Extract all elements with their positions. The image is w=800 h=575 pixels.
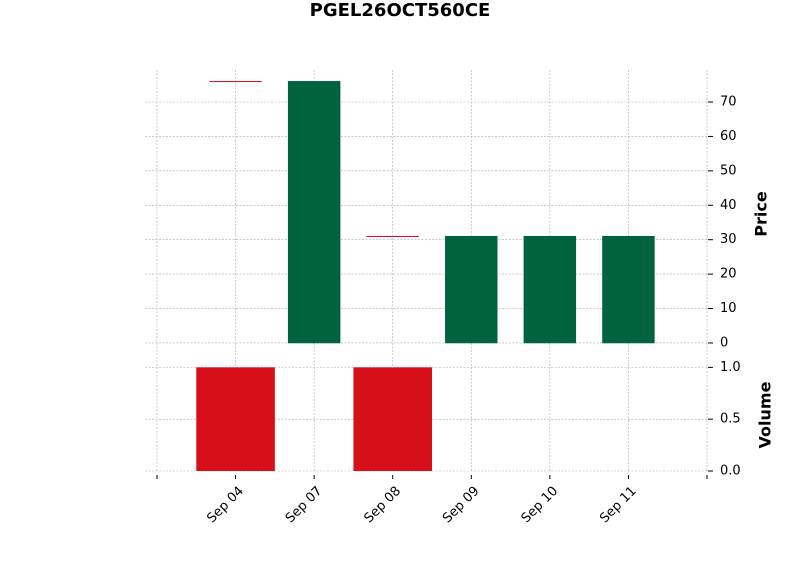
volume-bar — [353, 367, 432, 471]
x-tick-label: Sep 07 — [283, 484, 326, 527]
x-tick-label: Sep 08 — [361, 484, 404, 527]
y-axis-label: Price — [752, 191, 771, 237]
x-tick-label: Sep 04 — [204, 484, 247, 527]
y-tick-label: 10 — [720, 301, 737, 316]
volume-axis-label: Volume — [756, 381, 775, 448]
candle-body — [445, 235, 498, 344]
y-tick-label: 20 — [720, 267, 737, 282]
y-tick-label: 50 — [720, 163, 737, 178]
volume-tick-label: 0.0 — [720, 464, 741, 479]
y-tick-label: 0 — [720, 335, 728, 350]
volume-tick-label: 0.5 — [720, 412, 741, 427]
chart-title: PGEL26OCT560CE — [310, 0, 491, 21]
y-tick-label: 70 — [720, 95, 737, 110]
x-tick-label: Sep 10 — [519, 484, 562, 527]
y-tick-label: 30 — [720, 232, 737, 247]
candle-body — [523, 235, 577, 344]
candle-body — [602, 235, 655, 344]
volume-bar — [196, 367, 275, 471]
x-tick-label: Sep 11 — [597, 484, 640, 527]
x-tick-label: Sep 09 — [440, 484, 483, 527]
candle-body — [287, 81, 341, 344]
y-tick-label: 40 — [720, 198, 737, 213]
volume-tick-label: 1.0 — [720, 360, 741, 375]
y-tick-label: 60 — [720, 129, 737, 144]
